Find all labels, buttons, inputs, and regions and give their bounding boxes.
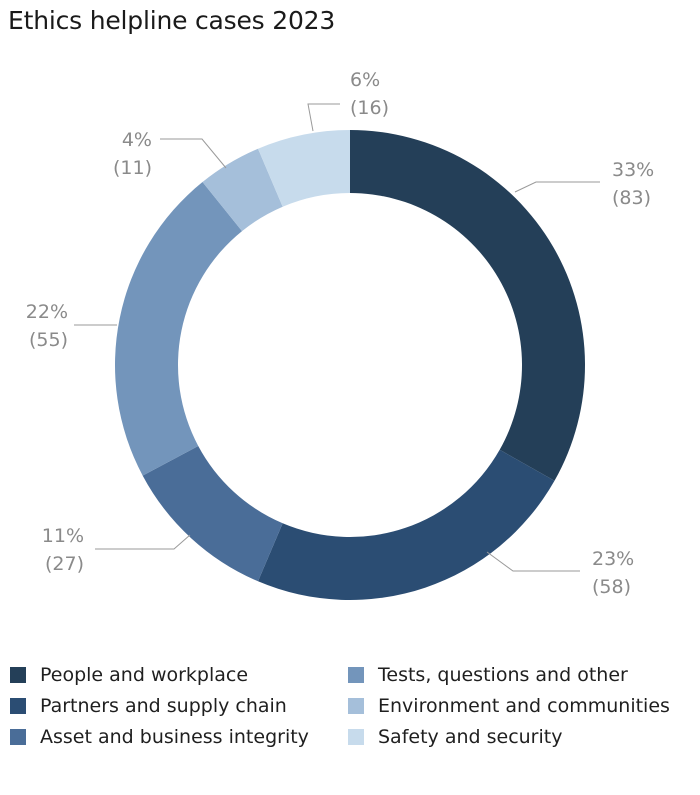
legend-swatch — [10, 729, 26, 745]
donut-slice-3 — [142, 445, 283, 582]
data-label-percent-5: 4% — [122, 129, 152, 151]
data-label-count-4: (55) — [29, 329, 68, 351]
data-label-count-3: (27) — [45, 553, 84, 575]
donut-slice-6 — [258, 130, 350, 207]
donut-slice-2 — [258, 449, 555, 600]
legend-label: People and workplace — [40, 664, 249, 686]
legend-label: Tests, questions and other — [378, 664, 628, 686]
legend-swatch — [10, 698, 26, 714]
legend-swatch — [348, 729, 364, 745]
data-label-percent-3: 11% — [42, 525, 84, 547]
data-label-percent-2: 23% — [592, 548, 634, 570]
leader-line-1 — [514, 181, 600, 193]
data-label-percent-4: 22% — [26, 301, 68, 323]
legend-label: Safety and security — [378, 726, 563, 748]
legend-item-tests-questions-other: Tests, questions and other — [348, 662, 628, 688]
legend-item-partners-supply-chain: Partners and supply chain — [10, 693, 287, 719]
legend-item-safety-security: Safety and security — [348, 724, 562, 750]
donut-chart: 33% (83) 23% (58) 11% (27) 22% (55) 4% (11) 6% (16) — [26, 69, 654, 600]
legend-swatch — [348, 698, 364, 714]
data-label-count-2: (58) — [592, 576, 631, 598]
legend-swatch — [10, 667, 26, 683]
legend-label: Environment and communities — [378, 695, 670, 717]
leader-line-6 — [307, 103, 340, 132]
legend-item-asset-business-integrity: Asset and business integrity — [10, 724, 309, 750]
legend-label: Partners and supply chain — [40, 695, 287, 717]
data-label-percent-1: 33% — [612, 159, 654, 181]
data-label-count-6: (16) — [350, 97, 389, 119]
data-label-count-1: (83) — [612, 187, 651, 209]
legend-swatch — [348, 667, 364, 683]
leader-line-2 — [486, 551, 580, 572]
leader-line-5 — [160, 138, 227, 169]
legend-label: Asset and business integrity — [40, 726, 309, 748]
leader-line-3 — [95, 534, 191, 550]
donut-slice-5 — [202, 148, 283, 232]
legend-item-people-workplace: People and workplace — [10, 662, 248, 688]
data-label-percent-6: 6% — [350, 69, 380, 91]
donut-slice-4 — [114, 182, 243, 476]
donut-slice-1 — [350, 130, 585, 481]
data-label-count-5: (11) — [113, 157, 152, 179]
chart-title: Ethics helpline cases 2023 — [8, 6, 336, 35]
legend-item-environment-communities: Environment and communities — [348, 693, 670, 719]
